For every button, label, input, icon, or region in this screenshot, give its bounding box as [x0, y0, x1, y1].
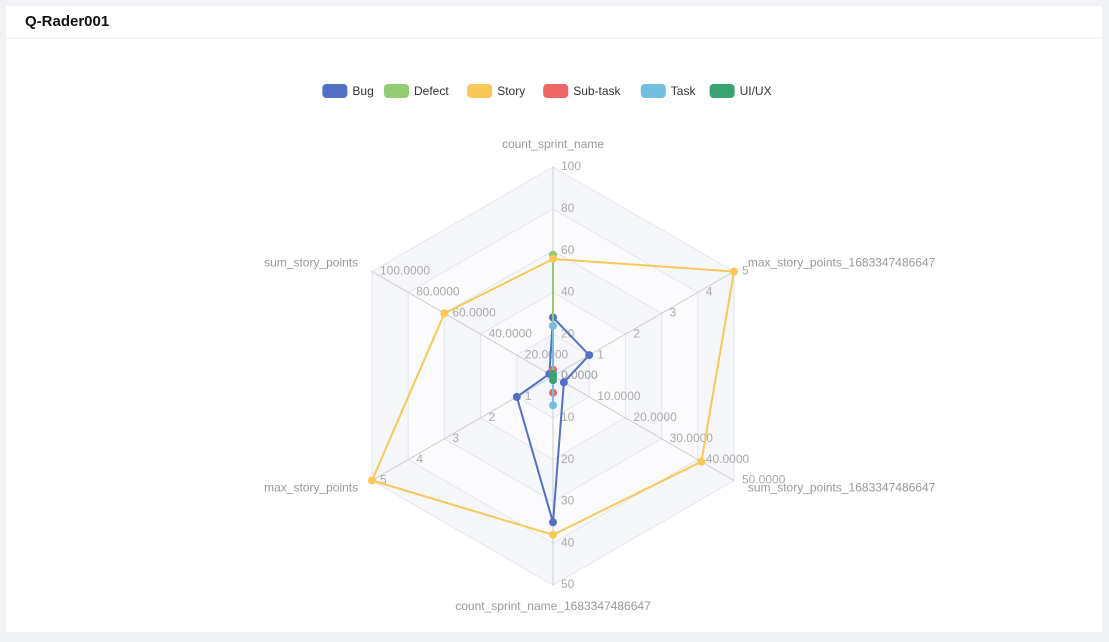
tick-mark	[480, 417, 482, 419]
data-point	[368, 476, 377, 485]
data-point	[549, 321, 557, 330]
data-point	[440, 309, 449, 318]
indicator-name: count_sprint_name_1683347486647	[455, 599, 651, 613]
tick-label: 20.0000	[525, 347, 569, 361]
legend-label[interactable]: Story	[497, 84, 525, 98]
legend-label[interactable]: UI/UX	[740, 84, 772, 98]
tick-label: 20	[561, 452, 575, 466]
legend-swatch[interactable]	[640, 84, 666, 98]
card-title: Q-Rader001	[25, 13, 109, 30]
tick-label: 80.0000	[416, 285, 460, 299]
tick-label: 40	[561, 535, 575, 549]
data-point	[585, 351, 594, 360]
tick-label: 3	[452, 431, 459, 445]
tick-label: 4	[416, 452, 423, 466]
tick-label: 40	[561, 285, 575, 299]
tick-label: 0	[561, 368, 568, 382]
tick-label: 5	[380, 473, 387, 487]
tick-mark	[552, 500, 554, 502]
tick-mark	[552, 166, 554, 168]
indicator-name: count_sprint_name	[502, 137, 604, 151]
legend-swatch[interactable]	[384, 84, 409, 98]
legend-label[interactable]: Bug	[352, 84, 373, 98]
tick-label: 80	[561, 201, 575, 215]
tick-label: 60.0000	[452, 305, 496, 319]
tick-mark	[443, 438, 445, 440]
tick-mark	[733, 480, 735, 481]
tick-mark	[407, 459, 409, 461]
data-point	[549, 530, 557, 539]
tick-label: 0.0000	[561, 368, 598, 382]
tick-label: 2	[633, 326, 640, 340]
tick-label: 40.0000	[489, 326, 533, 340]
tick-label: 40.0000	[706, 452, 750, 466]
data-point	[549, 518, 557, 527]
indicator-name: max_story_points_1683347486647	[748, 256, 936, 270]
tick-label: 30.0000	[670, 431, 714, 445]
legend-label[interactable]: Defect	[414, 84, 449, 98]
tick-mark	[552, 584, 554, 586]
tick-mark	[552, 417, 554, 419]
tick-mark	[697, 291, 699, 293]
tick-mark	[407, 291, 409, 293]
data-point	[512, 392, 521, 401]
data-point	[549, 401, 557, 410]
tick-mark	[480, 333, 482, 335]
tick-label: 100.0000	[380, 264, 430, 278]
legend-swatch[interactable]	[543, 84, 569, 98]
axis-line	[552, 271, 735, 377]
legend-swatch[interactable]	[709, 84, 735, 98]
data-point	[559, 378, 568, 387]
tick-label: 0	[561, 368, 568, 382]
data-point	[729, 267, 738, 276]
data-point	[549, 254, 557, 263]
tick-label: 100	[561, 159, 581, 173]
tick-label: 5	[742, 264, 749, 278]
indicator-name: max_story_points	[264, 481, 358, 495]
indicator-name: sum_story_points	[264, 256, 358, 270]
tick-label: 20.0000	[633, 410, 677, 424]
tick-label: 0	[561, 368, 568, 382]
tick-label: 50.0000	[742, 473, 786, 487]
legend-label[interactable]: Sub-task	[573, 84, 621, 98]
tick-label: 30	[561, 494, 575, 508]
tick-mark	[371, 271, 373, 272]
data-point	[697, 457, 706, 466]
tick-mark	[552, 542, 554, 544]
data-point	[549, 372, 557, 380]
tick-mark	[661, 312, 663, 314]
tick-mark	[661, 438, 663, 440]
tick-mark	[624, 333, 626, 335]
axis-line	[371, 271, 554, 377]
indicator-name: sum_story_points_1683347486647	[748, 481, 936, 495]
tick-label: 60	[561, 243, 575, 257]
legend-swatch[interactable]	[322, 84, 348, 98]
tick-mark	[552, 459, 554, 461]
tick-label: 3	[670, 305, 677, 319]
tick-mark	[516, 354, 518, 356]
tick-label: 4	[706, 285, 713, 299]
tick-label: 50	[561, 577, 575, 591]
tick-mark	[588, 396, 590, 398]
tick-label: 2	[489, 410, 496, 424]
tick-label: 0	[561, 368, 568, 382]
tick-label: 1	[597, 347, 604, 361]
tick-label: 10.0000	[597, 389, 641, 403]
tick-label: 1	[525, 389, 532, 403]
tick-mark	[552, 208, 554, 210]
legend-label[interactable]: Task	[671, 84, 697, 98]
tick-label: 0.0000	[561, 368, 598, 382]
legend-swatch[interactable]	[467, 84, 493, 98]
tick-label: 10	[561, 410, 575, 424]
tick-mark	[624, 417, 626, 419]
